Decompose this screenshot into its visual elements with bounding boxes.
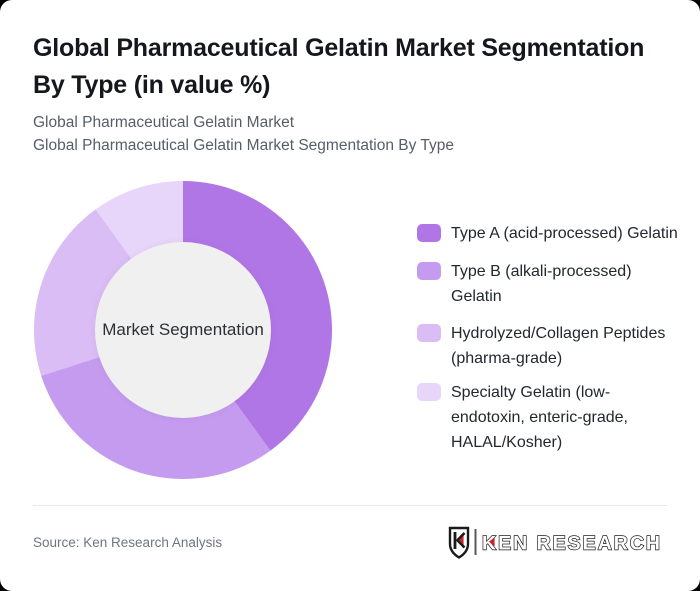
chart-subtitle-line2: Global Pharmaceutical Gelatin Market Seg… <box>33 137 455 154</box>
legend-item-specialty: Specialty Gelatin (low- endotoxin, enter… <box>417 380 628 455</box>
footer-divider <box>33 505 667 506</box>
chart-subtitle: Global Pharmaceutical Gelatin Market Glo… <box>33 111 673 157</box>
legend-label-specialty: Specialty Gelatin (low- endotoxin, enter… <box>451 384 628 451</box>
page-title-line2: By Type (in value %) <box>33 71 271 99</box>
source-text: Source: Ken Research Analysis <box>33 535 223 550</box>
page-title: Global Pharmaceutical Gelatin Market Seg… <box>33 30 683 104</box>
shield-red-arrow <box>458 535 464 545</box>
ken-research-logo: KEN RESEARCH <box>448 526 662 559</box>
legend-swatch-type-a <box>417 224 441 242</box>
donut-center-label: Market Segmentation <box>102 320 264 339</box>
legend-item-type-b: Type B (alkali-processed) Gelatin <box>417 259 632 309</box>
wordmark-red-arrow <box>488 537 495 547</box>
donut-chart: Market Segmentation <box>34 181 332 479</box>
logo-wordmark: KEN RESEARCH <box>482 533 662 555</box>
legend-swatch-type-b <box>417 262 441 280</box>
chart-subtitle-line1: Global Pharmaceutical Gelatin Market <box>33 114 295 131</box>
legend-item-type-a: Type A (acid-processed) Gelatin <box>417 221 678 246</box>
logo-separator <box>474 529 477 555</box>
legend-swatch-hydrolyzed <box>417 324 441 342</box>
page-title-line1: Global Pharmaceutical Gelatin Market Seg… <box>33 34 645 62</box>
legend-swatch-specialty <box>417 383 441 401</box>
legend-label-type-b: Type B (alkali-processed) Gelatin <box>451 263 632 305</box>
legend-label-hydrolyzed: Hydrolyzed/Collagen Peptides (pharma-gra… <box>451 325 666 367</box>
legend-label-type-a: Type A (acid-processed) Gelatin <box>451 225 678 242</box>
legend-item-hydrolyzed: Hydrolyzed/Collagen Peptides (pharma-gra… <box>417 321 665 371</box>
shield-k-icon <box>448 526 470 559</box>
donut-center: Market Segmentation <box>95 242 271 418</box>
